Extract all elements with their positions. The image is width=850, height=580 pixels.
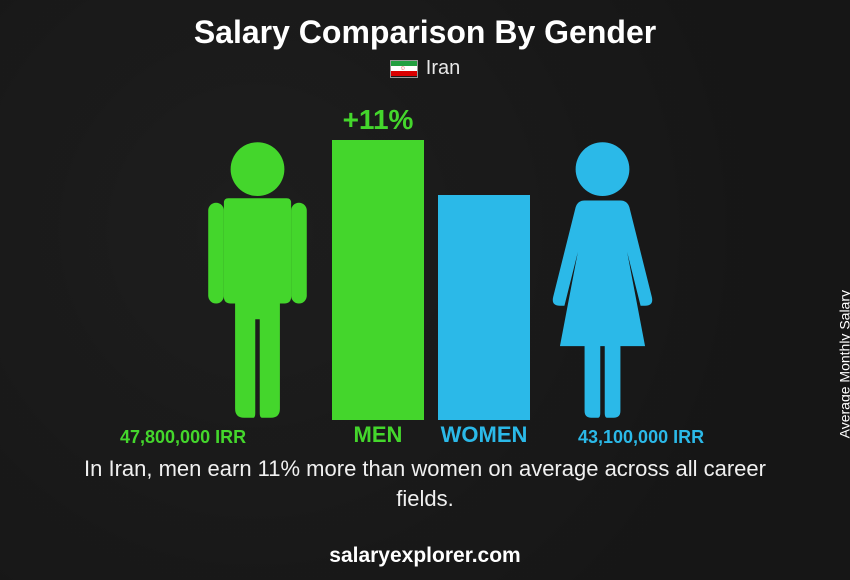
footer-source: salaryexplorer.com: [0, 544, 850, 568]
women-salary: 43,100,000 IRR: [578, 427, 704, 448]
infographic-container: Salary Comparison By Gender ۞ Iran +11% …: [0, 0, 850, 580]
subtitle-row: ۞ Iran: [0, 57, 850, 80]
women-bar-label: WOMEN: [438, 422, 530, 448]
male-figure-icon: [200, 140, 315, 420]
difference-label: +11%: [332, 104, 424, 136]
page-title: Salary Comparison By Gender: [0, 0, 850, 51]
iran-flag-icon: ۞: [390, 60, 418, 78]
men-bar: [332, 140, 424, 420]
country-name: Iran: [426, 57, 460, 80]
y-axis-label: Average Monthly Salary: [836, 290, 850, 438]
chart-area: +11% MEN 47,800,000 IRR WOMEN 43,100,000…: [0, 90, 850, 450]
female-figure-icon: [545, 140, 660, 420]
women-bar: [438, 195, 530, 420]
men-salary: 47,800,000 IRR: [120, 427, 246, 448]
description-text: In Iran, men earn 11% more than women on…: [0, 454, 850, 513]
men-bar-label: MEN: [332, 422, 424, 448]
